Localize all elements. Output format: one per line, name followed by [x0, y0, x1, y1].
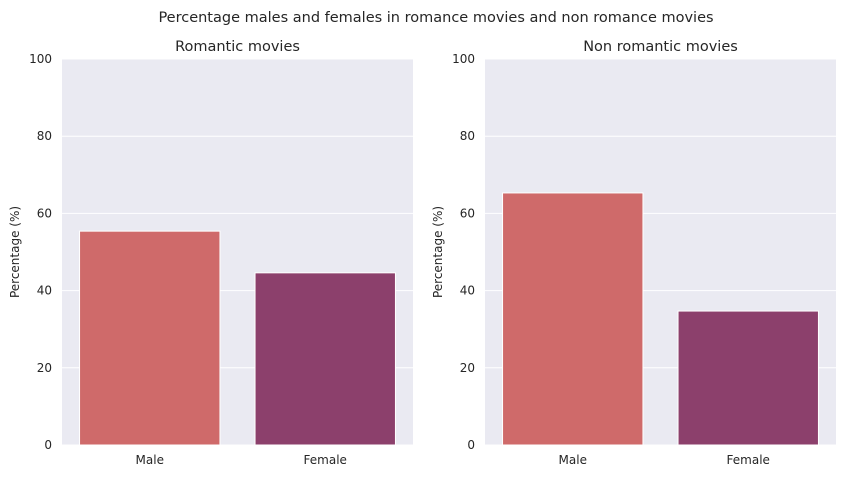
y-tick-label: 100: [452, 52, 475, 66]
y-tick-label: 40: [460, 284, 475, 298]
y-tick-label: 60: [37, 206, 52, 220]
y-tick-label: 0: [44, 438, 52, 452]
y-tick-label: 0: [467, 438, 475, 452]
x-tick-label: Female: [727, 453, 770, 467]
chart-panel-2: 0 20 40 60 80 100 Male Female Non romantic movie…: [431, 39, 836, 467]
x-tick-label: Female: [304, 453, 347, 467]
panels: 0 20 40 60 80 100 Male Female Romantic movies Per…: [8, 39, 836, 467]
y-tick-label: 20: [37, 361, 52, 375]
y-tick-label: 100: [29, 52, 52, 66]
y-tick-label: 80: [460, 129, 475, 143]
y-axis-label: Percentage (%): [431, 206, 445, 298]
bar-female: [677, 310, 819, 446]
chart-title: Romantic movies: [175, 39, 300, 55]
x-tick-label: Male: [136, 453, 164, 467]
y-tick-label: 60: [460, 206, 475, 220]
chart-title: Non romantic movies: [583, 39, 738, 55]
bar-male: [502, 192, 644, 446]
figure-title: Percentage males and females in romance …: [158, 10, 713, 26]
bar-female: [254, 272, 396, 446]
chart-panel-1: 0 20 40 60 80 100 Male Female Romantic movies Per…: [8, 39, 413, 467]
y-tick-label: 80: [37, 129, 52, 143]
x-tick-label: Male: [559, 453, 587, 467]
y-tick-label: 20: [460, 361, 475, 375]
y-axis-label: Percentage (%): [8, 206, 22, 298]
bar-male: [79, 230, 221, 446]
y-tick-label: 40: [37, 284, 52, 298]
